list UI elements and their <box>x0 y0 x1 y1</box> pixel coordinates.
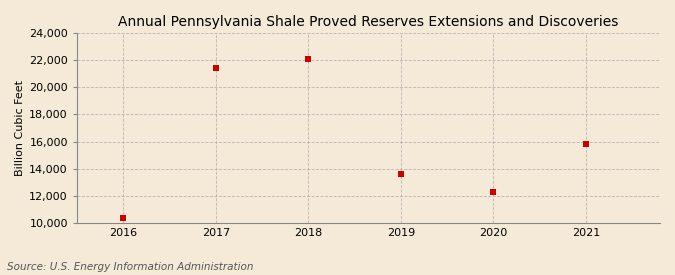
Text: Source: U.S. Energy Information Administration: Source: U.S. Energy Information Administ… <box>7 262 253 272</box>
Point <box>118 216 129 220</box>
Y-axis label: Billion Cubic Feet: Billion Cubic Feet <box>15 80 25 176</box>
Point <box>396 172 406 177</box>
Title: Annual Pennsylvania Shale Proved Reserves Extensions and Discoveries: Annual Pennsylvania Shale Proved Reserve… <box>118 15 619 29</box>
Point <box>211 66 221 70</box>
Point <box>303 57 314 61</box>
Point <box>580 142 591 147</box>
Point <box>488 190 499 194</box>
